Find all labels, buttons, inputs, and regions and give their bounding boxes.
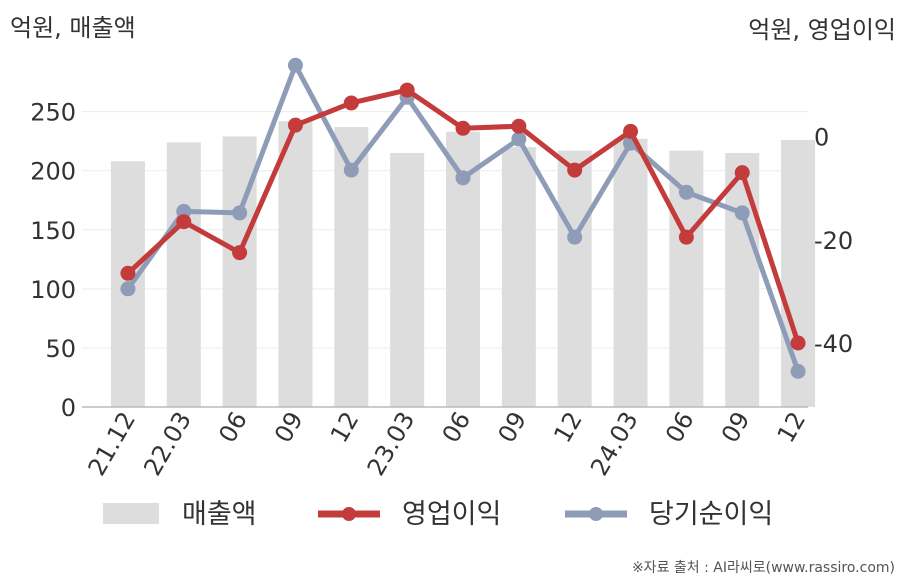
point-net-income xyxy=(790,363,806,379)
point-operating-profit xyxy=(511,118,527,134)
point-net-income xyxy=(232,205,248,221)
left-tick-label: 50 xyxy=(45,335,76,363)
point-net-income xyxy=(287,57,303,73)
point-operating-profit xyxy=(287,117,303,133)
category-label: 23.03 xyxy=(362,407,421,481)
category-label: 06 xyxy=(660,407,700,447)
point-operating-profit xyxy=(790,335,806,351)
bar-revenue xyxy=(613,138,648,407)
point-operating-profit xyxy=(623,123,639,139)
bar-revenue xyxy=(166,142,201,407)
bar-series xyxy=(110,121,816,408)
category-label: 09 xyxy=(716,407,756,447)
point-operating-profit xyxy=(399,82,415,98)
bar-revenue xyxy=(781,139,816,408)
point-operating-profit xyxy=(678,229,694,245)
bar-revenue xyxy=(501,147,536,407)
left-tick-label: 100 xyxy=(30,276,76,304)
legend-swatch-revenue xyxy=(103,503,159,524)
point-operating-profit xyxy=(567,162,583,178)
bar-revenue xyxy=(725,152,760,407)
point-operating-profit xyxy=(176,214,192,230)
legend-item-operating-profit: 영업이익 xyxy=(318,499,501,530)
left-tick-label: 150 xyxy=(30,217,76,245)
left-tick-label: 250 xyxy=(30,99,76,127)
category-label: 12 xyxy=(772,407,812,447)
point-net-income xyxy=(120,281,136,297)
point-operating-profit xyxy=(343,95,359,111)
left-tick-label: 0 xyxy=(61,394,76,422)
bar-revenue xyxy=(557,150,592,407)
left-axis-label: 억원, 매출액 xyxy=(10,14,136,42)
line-series xyxy=(120,57,806,379)
point-operating-profit xyxy=(734,165,750,181)
source-note: ※자료 출처 : AI라씨로(www.rassiro.com) xyxy=(632,560,895,576)
right-tick-label: -20 xyxy=(814,227,853,255)
category-label: 06 xyxy=(213,407,253,447)
legend-label-net-income: 당기순이익 xyxy=(649,499,773,530)
legend-item-net-income: 당기순이익 xyxy=(565,499,773,530)
point-operating-profit xyxy=(455,120,471,136)
category-label: 22.03 xyxy=(138,407,197,481)
category-label: 21.12 xyxy=(83,407,142,481)
legend-marker-net-income xyxy=(589,507,603,521)
right-axis-label: 억원, 영업이익 xyxy=(748,16,896,44)
point-net-income xyxy=(678,184,694,200)
legend-item-revenue: 매출액 xyxy=(103,499,257,530)
left-tick-label: 200 xyxy=(30,158,76,186)
legend-marker-operating-profit xyxy=(342,507,356,521)
category-label: 09 xyxy=(493,407,533,447)
legend: 매출액 영업이익 당기순이익 xyxy=(103,499,773,530)
point-net-income xyxy=(176,203,192,219)
point-net-income xyxy=(455,170,471,186)
legend-label-revenue: 매출액 xyxy=(182,499,257,530)
category-label: 06 xyxy=(437,407,477,447)
bar-revenue xyxy=(278,121,313,407)
point-net-income xyxy=(567,229,583,245)
point-operating-profit xyxy=(120,265,136,281)
right-tick-label: 0 xyxy=(814,124,829,152)
left-axis-ticks: 0 50 100 150 200 250 xyxy=(30,99,76,422)
point-net-income xyxy=(511,131,527,147)
category-label: 12 xyxy=(325,407,365,447)
category-label: 09 xyxy=(269,407,309,447)
point-operating-profit xyxy=(232,245,248,261)
category-label: 12 xyxy=(548,407,588,447)
category-label: 24.03 xyxy=(585,407,644,481)
point-net-income xyxy=(343,162,359,178)
bar-revenue xyxy=(390,152,425,407)
legend-label-operating-profit: 영업이익 xyxy=(402,499,501,530)
right-tick-label: -40 xyxy=(814,330,853,358)
point-net-income xyxy=(734,205,750,221)
right-axis-ticks: 0 -20 -40 xyxy=(814,124,853,358)
